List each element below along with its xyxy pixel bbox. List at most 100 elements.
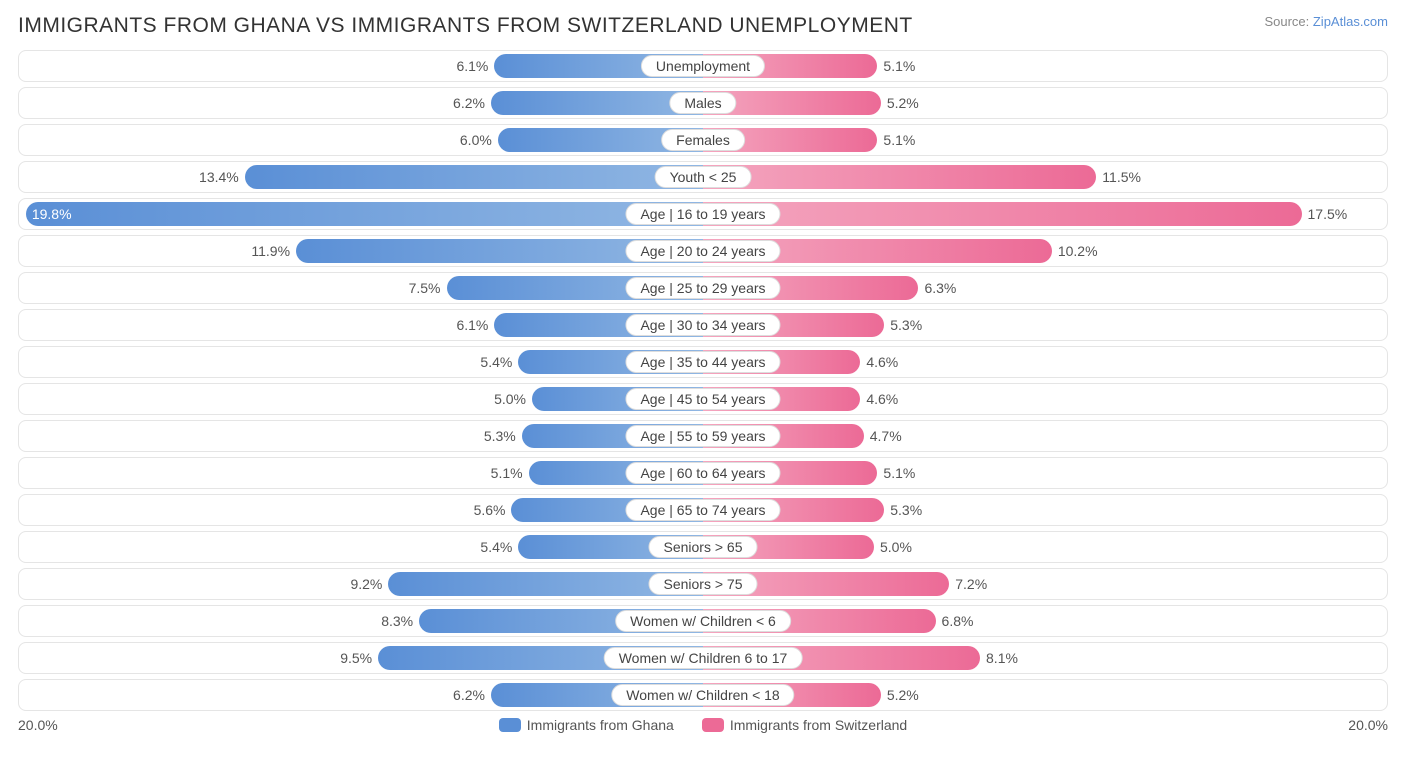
axis-legend-row: 20.0% Immigrants from Ghana Immigrants f… [18,717,1388,733]
chart-row: 6.1% 5.3% Age | 30 to 34 years [18,309,1388,341]
category-label: Women w/ Children < 6 [615,610,791,632]
value-label-switzerland: 5.2% [887,687,919,703]
left-half: 6.1% [19,310,703,340]
left-half: 6.2% [19,680,703,710]
bar-switzerland [703,165,1096,189]
category-label: Age | 30 to 34 years [625,314,780,336]
left-half: 13.4% [19,162,703,192]
value-label-ghana: 11.9% [251,243,290,259]
category-label: Women w/ Children < 18 [611,684,794,706]
value-label-ghana: 6.2% [453,687,485,703]
bar-ghana [245,165,703,189]
chart-rows: 6.1%5.1%Unemployment6.2%5.2%Males6.0%5.1… [18,50,1388,711]
source-credit: Source: ZipAtlas.com [1264,14,1388,29]
category-label: Age | 25 to 29 years [625,277,780,299]
chart-row: 5.0% 4.6%Age | 45 to 54 years [18,383,1388,415]
category-label: Age | 35 to 44 years [625,351,780,373]
right-half: 5.0% [703,532,1387,562]
value-label-switzerland: 5.1% [883,58,915,74]
chart-row: 9.2%7.2%Seniors > 75 [18,568,1388,600]
left-half: 5.4% [19,347,703,377]
chart-row: 5.4% 5.0% Seniors > 65 [18,531,1388,563]
category-label: Age | 65 to 74 years [625,499,780,521]
value-label-switzerland: 6.3% [924,280,956,296]
value-label-switzerland: 4.7% [870,428,902,444]
legend-swatch-ghana [499,718,521,732]
value-label-switzerland: 5.1% [883,465,915,481]
right-half: 6.3% [703,273,1387,303]
category-label: Age | 20 to 24 years [625,240,780,262]
category-label: Unemployment [641,55,765,77]
value-label-switzerland: 6.8% [942,613,974,629]
left-half: 7.5% [19,273,703,303]
category-label: Seniors > 65 [649,536,758,558]
value-label-ghana: 13.4% [199,169,239,185]
header: IMMIGRANTS FROM GHANA VS IMMIGRANTS FROM… [18,14,1388,38]
chart-row: 5.1%5.1%Age | 60 to 64 years [18,457,1388,489]
chart-row: 19.8%17.5%Age | 16 to 19 years [18,198,1388,230]
value-label-switzerland: 5.3% [890,317,922,333]
legend-item-ghana: Immigrants from Ghana [499,717,674,733]
left-half: 19.8% [19,199,703,229]
left-half: 9.5% [19,643,703,673]
legend: Immigrants from Ghana Immigrants from Sw… [499,717,907,733]
right-half: 4.6% [703,384,1387,414]
right-half: 5.3% [703,310,1387,340]
category-label: Age | 55 to 59 years [625,425,780,447]
right-half: 4.6% [703,347,1387,377]
value-label-switzerland: 11.5% [1102,169,1141,185]
right-half: 6.8% [703,606,1387,636]
value-label-ghana: 5.3% [484,428,516,444]
chart-row: 5.3% 4.7% Age | 55 to 59 years [18,420,1388,452]
value-label-ghana: 6.1% [456,58,488,74]
category-label: Females [661,129,745,151]
chart-row: 6.1% 5.1% Unemployment [18,50,1388,82]
value-label-switzerland: 17.5% [1308,206,1348,222]
bar-ghana: 19.8% [26,202,703,226]
right-half: 4.7% [703,421,1387,451]
left-half: 5.6% [19,495,703,525]
chart-row: 7.5% 6.3% Age | 25 to 29 years [18,272,1388,304]
value-label-ghana: 5.4% [480,539,512,555]
chart-title: IMMIGRANTS FROM GHANA VS IMMIGRANTS FROM… [18,14,913,38]
chart-row: 13.4% 11.5% Youth < 25 [18,161,1388,193]
category-label: Age | 45 to 54 years [625,388,780,410]
left-half: 6.1% [19,51,703,81]
chart-row: 8.3%6.8%Women w/ Children < 6 [18,605,1388,637]
value-label-switzerland: 4.6% [866,354,898,370]
value-label-switzerland: 5.1% [883,132,915,148]
category-label: Seniors > 75 [649,573,758,595]
axis-right-max: 20.0% [1348,717,1388,733]
legend-label-ghana: Immigrants from Ghana [527,717,674,733]
left-half: 5.3% [19,421,703,451]
right-half: 17.5% [703,199,1387,229]
legend-item-switzerland: Immigrants from Switzerland [702,717,907,733]
category-label: Women w/ Children 6 to 17 [604,647,803,669]
value-label-ghana: 6.0% [460,132,492,148]
right-half: 5.2% [703,680,1387,710]
category-label: Youth < 25 [655,166,752,188]
value-label-switzerland: 10.2% [1058,243,1098,259]
value-label-ghana: 9.5% [340,650,372,666]
left-half: 6.2% [19,88,703,118]
value-label-switzerland: 5.3% [890,502,922,518]
right-half: 5.1% [703,125,1387,155]
chart-row: 6.2%5.2%Males [18,87,1388,119]
value-label-ghana: 5.0% [494,391,526,407]
value-label-ghana: 6.1% [456,317,488,333]
left-half: 5.4% [19,532,703,562]
right-half: 5.2% [703,88,1387,118]
chart-row: 6.2% 5.2% Women w/ Children < 18 [18,679,1388,711]
value-label-ghana: 7.5% [409,280,441,296]
value-label-ghana: 19.8% [32,206,72,222]
left-half: 11.9% [19,236,703,266]
axis-left-max: 20.0% [18,717,58,733]
source-value: ZipAtlas.com [1313,14,1388,29]
left-half: 6.0% [19,125,703,155]
left-half: 9.2% [19,569,703,599]
value-label-ghana: 6.2% [453,95,485,111]
right-half: 5.3% [703,495,1387,525]
value-label-ghana: 9.2% [350,576,382,592]
chart-row: 5.4% 4.6% Age | 35 to 44 years [18,346,1388,378]
value-label-switzerland: 5.0% [880,539,912,555]
